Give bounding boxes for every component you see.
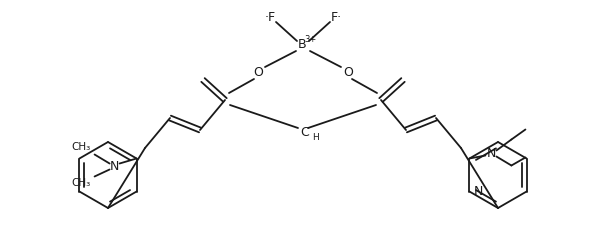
Text: B: B	[298, 39, 306, 52]
Text: CH₃: CH₃	[72, 179, 90, 188]
Text: CH₃: CH₃	[72, 143, 90, 152]
Text: N: N	[487, 147, 496, 160]
Text: N: N	[473, 185, 483, 198]
Text: C: C	[301, 126, 310, 140]
Text: O: O	[253, 65, 263, 79]
Text: O: O	[343, 65, 353, 79]
Text: N: N	[110, 160, 119, 173]
Text: ·F: ·F	[264, 12, 276, 24]
Text: 3+: 3+	[304, 36, 316, 44]
Text: H: H	[312, 133, 319, 143]
Text: F·: F·	[330, 12, 342, 24]
